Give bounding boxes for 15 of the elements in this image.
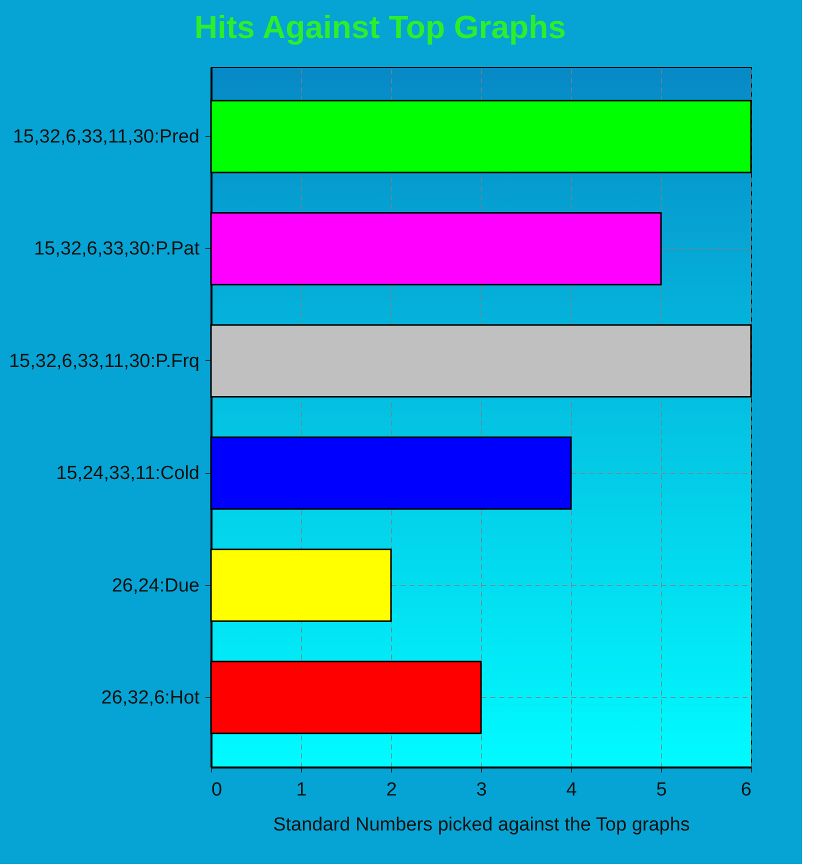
- x-tick-label: 6: [740, 780, 752, 800]
- x-axis-title: Standard Numbers picked against the Top graphs: [273, 814, 690, 836]
- y-tick-label: 15,32,6,33,30:P.Pat: [34, 238, 200, 260]
- y-tick-label: 15,24,33,11:Cold: [56, 463, 200, 484]
- y-tick-label: 15,32,6,33,11,30:P.Frq: [8, 350, 200, 372]
- x-tick-label: 1: [296, 780, 307, 800]
- x-tick-label: 5: [656, 780, 667, 800]
- chart-title: Hits Against Top Graphs: [194, 9, 566, 45]
- y-tick-label: 15,32,6,33,11,30:Pred: [12, 126, 200, 148]
- x-tick-label: 3: [476, 780, 487, 800]
- y-tick-label: 26,24:Due: [112, 575, 200, 596]
- x-tick-label: 0: [212, 780, 222, 800]
- x-tick-label: 2: [386, 780, 397, 800]
- y-tick-label: 26,32,6:Hot: [101, 687, 200, 708]
- x-tick-label: 4: [566, 780, 578, 800]
